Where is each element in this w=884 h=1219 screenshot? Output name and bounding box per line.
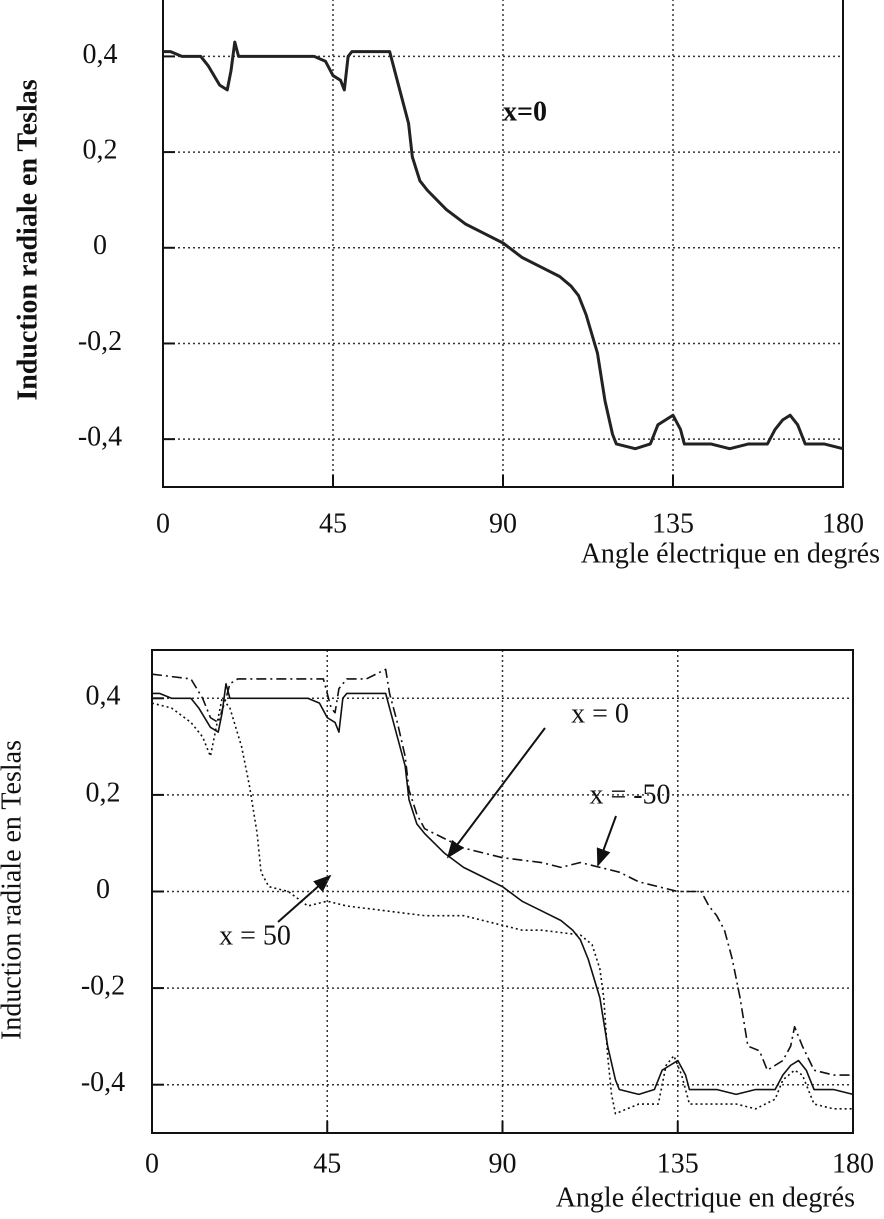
- annotation: x = 0: [571, 698, 629, 729]
- plot-frame: [162, 0, 844, 488]
- x-tick-label: 180: [832, 1148, 874, 1179]
- x-tick-label: 135: [657, 1148, 699, 1179]
- x-tick-label: 90: [489, 508, 517, 539]
- data-line: [151, 668, 853, 1076]
- data-line: [152, 683, 854, 1096]
- y-tick-label: 0,4: [83, 39, 118, 70]
- x-tick-label: 180: [822, 508, 864, 539]
- x-tick-label: 45: [313, 1148, 341, 1179]
- arrow: [446, 727, 546, 859]
- x-tick-label: 90: [489, 1148, 517, 1179]
- y-tick-label: 0: [93, 230, 107, 261]
- y-tick-label: 0,4: [86, 681, 121, 712]
- annotation: x=0: [503, 96, 547, 127]
- x-tick-label: 135: [652, 508, 694, 539]
- y-tick-label: 0,2: [86, 777, 121, 808]
- y-tick-label: -0,2: [78, 326, 122, 357]
- arrow: [277, 874, 332, 923]
- arrow: [596, 815, 617, 867]
- x-tick-label: 0: [145, 1148, 159, 1179]
- data-line: [151, 697, 853, 1115]
- plot-frame: [151, 649, 854, 1134]
- x-tick-label: 0: [156, 508, 170, 539]
- y-axis-title: Induction radiale en Teslas: [0, 740, 27, 1040]
- y-tick-label: -0,4: [78, 422, 122, 453]
- x-axis-title: Angle électrique en degrés: [556, 1182, 855, 1213]
- y-tick-label: -0,2: [81, 971, 125, 1002]
- y-tick-label: -0,4: [81, 1067, 125, 1098]
- y-tick-label: 0,2: [83, 135, 118, 166]
- x-tick-label: 45: [319, 508, 347, 539]
- annotation: x = 50: [219, 920, 291, 951]
- y-axis-title: Induction radiale en Teslas: [12, 79, 43, 400]
- x-axis-title: Angle électrique en degrés: [581, 538, 880, 569]
- y-tick-label: 0: [96, 874, 110, 905]
- data-line: [163, 40, 844, 451]
